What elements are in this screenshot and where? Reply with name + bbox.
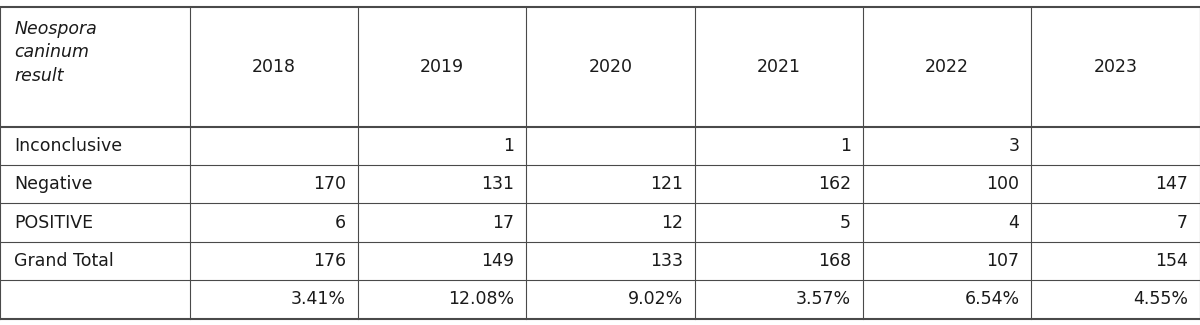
Text: 176: 176 <box>313 252 346 270</box>
Text: 2018: 2018 <box>252 58 295 75</box>
Text: 6.54%: 6.54% <box>965 290 1019 308</box>
Text: 5: 5 <box>840 214 851 231</box>
Text: 12.08%: 12.08% <box>448 290 515 308</box>
Text: 1: 1 <box>840 137 851 155</box>
Text: 2022: 2022 <box>925 58 970 75</box>
Text: Grand Total: Grand Total <box>14 252 114 270</box>
Text: 3.57%: 3.57% <box>796 290 851 308</box>
Text: 4.55%: 4.55% <box>1133 290 1188 308</box>
Text: 2023: 2023 <box>1093 58 1138 75</box>
Text: 168: 168 <box>818 252 851 270</box>
Text: Negative: Negative <box>14 175 92 193</box>
Text: 107: 107 <box>986 252 1019 270</box>
Text: 4: 4 <box>1008 214 1019 231</box>
Text: 6: 6 <box>335 214 346 231</box>
Text: 147: 147 <box>1154 175 1188 193</box>
Text: 17: 17 <box>492 214 515 231</box>
Text: 149: 149 <box>481 252 515 270</box>
Text: 121: 121 <box>649 175 683 193</box>
Text: 3: 3 <box>1008 137 1019 155</box>
Text: Inconclusive: Inconclusive <box>14 137 122 155</box>
Text: 133: 133 <box>649 252 683 270</box>
Text: 162: 162 <box>818 175 851 193</box>
Text: 2019: 2019 <box>420 58 464 75</box>
Text: 100: 100 <box>986 175 1019 193</box>
Text: 154: 154 <box>1154 252 1188 270</box>
Text: 2020: 2020 <box>588 58 632 75</box>
Text: 1: 1 <box>503 137 515 155</box>
Text: 9.02%: 9.02% <box>628 290 683 308</box>
Text: 12: 12 <box>661 214 683 231</box>
Text: 7: 7 <box>1177 214 1188 231</box>
Text: 2021: 2021 <box>757 58 800 75</box>
Text: 131: 131 <box>481 175 515 193</box>
Text: POSITIVE: POSITIVE <box>14 214 94 231</box>
Text: Neospora
caninum
result: Neospora caninum result <box>14 20 97 85</box>
Text: 170: 170 <box>313 175 346 193</box>
Text: 3.41%: 3.41% <box>290 290 346 308</box>
